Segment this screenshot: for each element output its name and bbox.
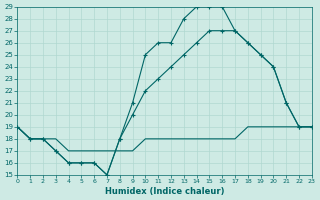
X-axis label: Humidex (Indice chaleur): Humidex (Indice chaleur) (105, 187, 224, 196)
